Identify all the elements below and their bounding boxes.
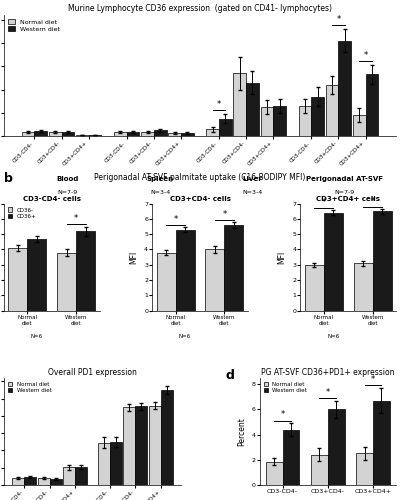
Text: b: b xyxy=(4,172,13,186)
Bar xyxy=(114,132,127,136)
Title: CD3-CD4- cells: CD3-CD4- cells xyxy=(23,196,81,202)
Bar xyxy=(76,467,88,485)
Title: CD3+CD4+ cells: CD3+CD4+ cells xyxy=(316,196,380,202)
Bar xyxy=(156,252,176,310)
Bar xyxy=(22,132,34,136)
Text: N=6: N=6 xyxy=(179,334,191,338)
Y-axis label: Percent: Percent xyxy=(237,417,246,446)
Bar xyxy=(266,462,282,485)
Bar xyxy=(311,96,324,136)
Bar xyxy=(168,133,181,136)
Bar xyxy=(57,252,76,310)
Legend: Normal diet, Western diet: Normal diet, Western diet xyxy=(262,380,308,394)
Bar xyxy=(38,478,50,485)
Y-axis label: MFI: MFI xyxy=(278,250,287,264)
Text: *: * xyxy=(326,388,330,397)
Bar xyxy=(12,478,24,485)
Bar xyxy=(161,390,173,485)
Text: *: * xyxy=(74,214,78,224)
Text: *: * xyxy=(222,210,226,219)
Bar xyxy=(298,106,311,136)
Legend: Normal diet, Western diet: Normal diet, Western diet xyxy=(7,380,53,394)
Bar xyxy=(136,406,148,485)
Legend: Normal diet, Western diet: Normal diet, Western diet xyxy=(7,18,61,33)
Bar xyxy=(366,74,378,136)
Text: Perigonadal AT-SVF: Perigonadal AT-SVF xyxy=(306,176,383,182)
Bar xyxy=(8,248,27,310)
Bar xyxy=(98,442,110,485)
Bar xyxy=(326,85,338,136)
Bar xyxy=(206,250,224,310)
Bar xyxy=(76,135,89,136)
Bar xyxy=(338,40,351,136)
Text: N=3-4: N=3-4 xyxy=(150,190,170,195)
Bar xyxy=(219,118,232,136)
Text: N=6: N=6 xyxy=(31,334,43,338)
Text: Blood: Blood xyxy=(57,176,79,182)
Text: *: * xyxy=(371,375,375,384)
Text: *: * xyxy=(217,100,221,110)
Bar xyxy=(124,407,136,485)
Bar xyxy=(234,74,246,136)
Legend: CD36-, CD36+: CD36-, CD36+ xyxy=(7,206,38,220)
Bar xyxy=(64,468,76,485)
Bar xyxy=(89,135,102,136)
Bar xyxy=(224,225,244,310)
Bar xyxy=(141,132,154,136)
Bar xyxy=(246,82,259,136)
Title: Murine Lymphocyte CD36 expression  (gated on CD41- lymphocytes): Murine Lymphocyte CD36 expression (gated… xyxy=(68,4,332,13)
Title: CD3+CD4- cells: CD3+CD4- cells xyxy=(170,196,230,202)
Text: Perigonadal AT-SVF palmitate uptake (C16-BODIPY MFI): Perigonadal AT-SVF palmitate uptake (C16… xyxy=(94,172,306,182)
Text: *: * xyxy=(174,215,178,224)
Text: *: * xyxy=(363,52,368,60)
Bar xyxy=(34,132,47,136)
Title: PG AT-SVF CD36+PD1+ expression: PG AT-SVF CD36+PD1+ expression xyxy=(261,368,394,377)
Bar xyxy=(354,264,373,310)
Bar xyxy=(149,406,161,485)
Bar xyxy=(373,211,392,310)
Bar xyxy=(24,477,36,485)
Bar xyxy=(273,106,286,136)
Bar xyxy=(127,132,140,136)
Text: *: * xyxy=(336,16,340,24)
Text: d: d xyxy=(226,370,234,382)
Text: *: * xyxy=(280,410,285,420)
Bar xyxy=(260,108,273,136)
Text: N=3-4: N=3-4 xyxy=(242,190,262,195)
Bar xyxy=(282,430,299,485)
Text: N=7-9: N=7-9 xyxy=(334,190,355,195)
Bar xyxy=(62,132,74,136)
Bar xyxy=(49,132,62,136)
Text: Liver: Liver xyxy=(242,176,262,182)
Bar xyxy=(311,454,328,485)
Bar xyxy=(206,130,219,136)
Bar xyxy=(328,410,344,485)
Text: N=6: N=6 xyxy=(327,334,339,338)
Bar xyxy=(353,115,366,136)
Bar xyxy=(110,442,122,485)
Bar xyxy=(27,239,46,310)
Text: *: * xyxy=(370,197,375,206)
Bar xyxy=(356,454,373,485)
Bar xyxy=(373,400,390,485)
Bar xyxy=(181,133,194,136)
Bar xyxy=(154,130,166,136)
Y-axis label: MFI: MFI xyxy=(130,250,138,264)
Bar xyxy=(50,479,62,485)
Text: *: * xyxy=(322,198,326,207)
Text: Spleen: Spleen xyxy=(147,176,174,182)
Title: Overall PD1 expression: Overall PD1 expression xyxy=(48,368,137,377)
Bar xyxy=(76,231,95,310)
Bar xyxy=(324,213,343,310)
Bar xyxy=(305,265,324,310)
Bar xyxy=(176,230,194,310)
Text: N=7-9: N=7-9 xyxy=(58,190,78,195)
